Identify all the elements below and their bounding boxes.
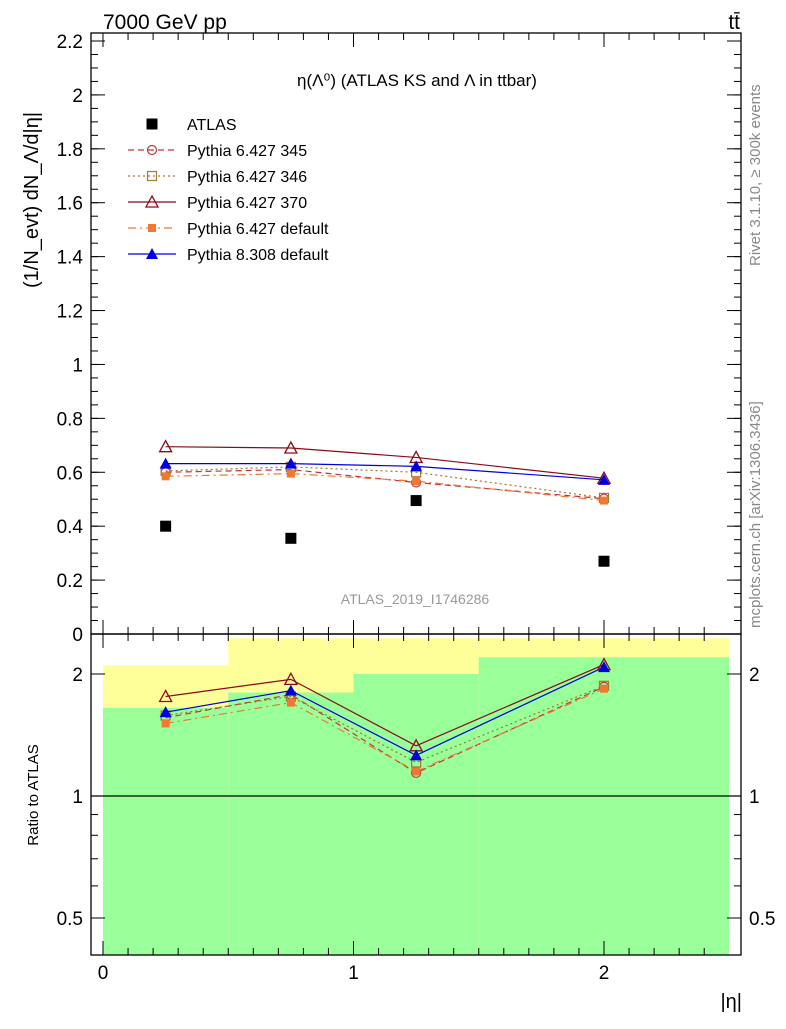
- ratio-y-tick-label-right: 2: [749, 665, 760, 686]
- legend-marker-p346: [146, 170, 158, 182]
- main-y-tick-label: 1.4: [57, 248, 84, 269]
- x-axis-title: |η|: [720, 991, 742, 1013]
- ratio-line-pdefault: [165, 688, 605, 773]
- watermark: ATLAS_2019_I1746286: [341, 591, 490, 607]
- ratio-point-p370: [283, 672, 298, 686]
- main-y-tick-label: 1.2: [57, 302, 83, 323]
- legend-label: Pythia 8.308 default: [187, 247, 329, 264]
- main-y-tick-label: 1.8: [57, 140, 83, 161]
- main-point-pdefault: [412, 477, 421, 486]
- main-y-tick-label: 0.6: [57, 463, 83, 484]
- ratio-y-tick-label: 2: [72, 665, 83, 686]
- main-point-p8: [159, 457, 172, 469]
- ratio-point-p370: [158, 689, 173, 703]
- legend-marker-p370: [144, 194, 160, 208]
- main-y-tick-label: 0.8: [57, 409, 83, 430]
- legend: ATLAS Pythia 6.427 345 Pythia 6.427 346 Pyt…: [128, 117, 329, 264]
- side-label-bottom: mcplots.cern.ch [arXiv:1306.3436]: [747, 401, 764, 628]
- main-point-atlas: [160, 520, 172, 532]
- main-line-p370: [165, 446, 605, 479]
- ratio-band-green: [353, 674, 479, 955]
- ratio-point-p8: [159, 706, 172, 718]
- ratio-series-group: [158, 657, 612, 779]
- legend-marker-atlas: [146, 118, 158, 130]
- ratio-point-pdefault: [286, 698, 295, 707]
- main-y-tick-label: 2.2: [57, 32, 83, 53]
- x-tick-label: 1: [348, 963, 359, 984]
- ratio-band-green: [103, 707, 229, 955]
- legend-label: Pythia 6.427 default: [187, 221, 329, 238]
- main-point-p8: [598, 473, 610, 485]
- process-label: tt̄: [728, 11, 740, 34]
- main-point-atlas: [410, 495, 422, 507]
- energy-label: 7000 GeV pp: [103, 11, 227, 34]
- ratio-line-p8: [165, 666, 605, 756]
- main-series-group: [158, 439, 612, 567]
- legend-marker-p345: [146, 144, 158, 156]
- main-y-axis-title: (1/N_evt) dN_Λ/d|η|: [21, 112, 43, 288]
- main-line-p346: [165, 466, 605, 499]
- ratio-y-tick-label-right: 1: [749, 787, 760, 808]
- legend-marker-pdefault: [148, 224, 156, 232]
- x-tick-label: 2: [599, 963, 610, 984]
- legend-marker-p8: [146, 248, 158, 259]
- main-y-tick-label: 1.6: [57, 194, 83, 215]
- ratio-point-pdefault: [600, 684, 608, 693]
- ratio-point-pdefault: [412, 767, 421, 776]
- main-y-tick-label: 0: [72, 625, 83, 646]
- chart-title: η(Λ⁰) (ATLAS KS and Λ in ttbar): [297, 71, 537, 90]
- main-point-pdefault: [161, 472, 170, 481]
- legend-label: Pythia 6.427 346: [187, 169, 307, 186]
- ratio-y-tick-label: 1: [72, 787, 83, 808]
- ratio-point-p8: [410, 749, 423, 761]
- main-point-p8: [410, 460, 423, 472]
- main-point-atlas: [285, 532, 297, 544]
- side-label-top: Rivet 3.1.10, ≥ 300k events: [747, 84, 764, 266]
- ratio-bands: [91, 638, 741, 955]
- main-point-pdefault: [600, 496, 608, 505]
- ratio-point-p8: [284, 684, 297, 696]
- main-line-p8: [165, 463, 605, 481]
- legend-label: Pythia 6.427 345: [187, 143, 307, 160]
- main-point-p8: [284, 457, 297, 469]
- ratio-line-p370: [165, 664, 605, 747]
- axis-frames: [90, 32, 742, 956]
- ratio-point-pdefault: [161, 719, 170, 728]
- main-point-atlas: [598, 555, 610, 567]
- main-point-p370: [283, 440, 298, 454]
- main-y-tick-label: 0.4: [57, 517, 84, 538]
- x-tick-label: 0: [98, 963, 109, 984]
- main-point-pdefault: [286, 469, 295, 478]
- main-point-p370: [158, 439, 173, 453]
- ratio-y-tick-label-right: 0.5: [749, 909, 775, 930]
- axis-ticks: 0 0.2 0.4 0.6 0.8 1 1.2 1.4 1.6 1.8 2 2.2 0 1 2 0.5 0.5 1…: [57, 32, 776, 984]
- ratio-line-p345: [165, 686, 605, 774]
- main-y-tick-label: 1: [72, 355, 83, 376]
- main-y-tick-label: 0.2: [57, 571, 83, 592]
- legend-label: ATLAS: [187, 117, 237, 134]
- main-y-tick-label: 2: [72, 86, 83, 107]
- legend-label: Pythia 6.427 370: [187, 195, 307, 212]
- ratio-frame: [90, 633, 742, 956]
- main-line-pdefault: [165, 473, 605, 502]
- ratio-point-p8: [598, 661, 610, 673]
- ratio-y-axis-title: Ratio to ATLAS: [25, 744, 42, 845]
- ratio-y-tick-label: 0.5: [57, 909, 83, 930]
- ratio-band-green: [228, 692, 354, 955]
